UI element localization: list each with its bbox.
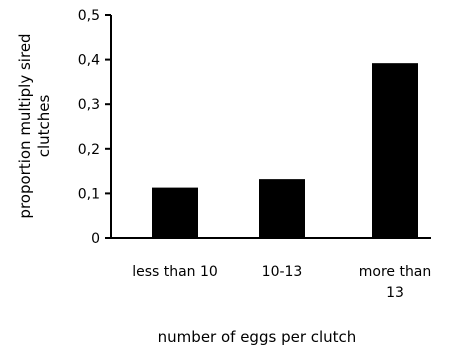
y-tick-label: 0,2 <box>78 142 100 158</box>
x-axis-title: number of eggs per clutch <box>158 328 357 346</box>
y-axis-title: proportion multiply siredclutches <box>16 33 53 218</box>
x-tick-labels: less than 10 10-13 more than 13 <box>132 264 431 301</box>
y-tick-label: 0,5 <box>78 8 100 24</box>
y-tick-label: 0,4 <box>78 53 100 69</box>
x-tick-label: less than 10 <box>132 264 218 280</box>
bar <box>259 179 305 238</box>
y-tick-label: 0,1 <box>78 186 100 202</box>
bars <box>152 63 418 238</box>
y-tick-label: 0 <box>91 231 100 247</box>
bar <box>152 187 198 238</box>
x-tick-label: 10-13 <box>262 264 303 280</box>
x-tick-label: more than 13 <box>359 264 432 301</box>
y-tick-label: 0,3 <box>78 97 100 113</box>
y-tick-labels: 0 0,1 0,2 0,3 0,4 0,5 <box>78 8 100 247</box>
bar <box>372 63 418 238</box>
